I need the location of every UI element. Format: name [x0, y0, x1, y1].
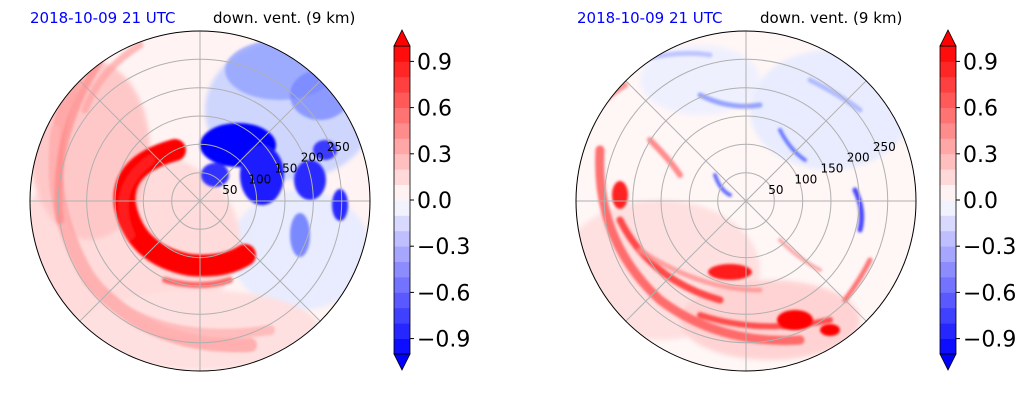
colorbar-1-segment	[394, 277, 410, 293]
colorbar-2-segment	[940, 323, 956, 339]
colorbar-1-segment	[394, 323, 410, 339]
colorbar-2-segment	[940, 230, 956, 247]
panel-1-radial-tick-label: 50	[222, 183, 237, 197]
panel-2-radial-tick-label: 250	[873, 140, 896, 154]
colorbar-1-segment	[394, 292, 410, 309]
panel-1-title: down. vent. (9 km)	[213, 9, 355, 27]
colorbar-1-tick-label: 0.3	[417, 143, 452, 168]
colorbar-2-tick-label: 0.6	[963, 97, 998, 122]
colorbar-1-segment	[394, 230, 410, 247]
colorbar-1-segment	[394, 200, 410, 216]
colorbar-2-segment	[940, 184, 956, 201]
colorbar-1-tick-label: 0.6	[417, 97, 452, 122]
colorbar-2-segment	[940, 246, 956, 262]
colorbar-1-segment	[394, 184, 410, 201]
colorbar-1-segment	[394, 61, 410, 78]
colorbar-2-segment	[940, 277, 956, 293]
colorbar-1-tick-label: 0.9	[417, 50, 452, 75]
colorbar-2-tick-label: −0.3	[963, 235, 1016, 260]
colorbar-2-segment	[940, 215, 956, 232]
colorbar-2-segment	[940, 138, 956, 155]
colorbar-1-tick-label: −0.3	[417, 235, 470, 260]
colorbar-2-segment	[940, 61, 956, 78]
colorbar-1-segment	[394, 261, 410, 278]
colorbar-2-segment	[940, 292, 956, 309]
colorbar-1-segment	[394, 138, 410, 155]
colorbar-1-segment	[394, 215, 410, 232]
panel-2-grid	[576, 31, 916, 371]
panel-1-frame	[29, 30, 371, 372]
colorbar-2-segment	[940, 123, 956, 139]
colorbar-2-segment	[940, 200, 956, 216]
colorbar-1-tick-label: −0.9	[417, 328, 470, 353]
colorbar-2-max-extend	[939, 29, 957, 47]
colorbar-2-tick-label: −0.6	[963, 281, 1016, 306]
panel-1-radial-tick-label: 150	[275, 162, 298, 176]
colorbar-2-tick-label: 0.3	[963, 143, 998, 168]
panel-2-frame	[575, 30, 917, 372]
colorbar-1-segment	[394, 123, 410, 139]
colorbar-1-max-extend	[393, 29, 411, 47]
colorbar-1-segment	[394, 92, 410, 108]
colorbar-2-segment	[940, 107, 956, 124]
panel-2-radial-tick-label: 50	[768, 183, 783, 197]
colorbar-1-segment	[394, 338, 410, 355]
colorbar-1-segment	[394, 107, 410, 124]
panel-2: 2018-10-09 21 UTC down. vent. (9 km)	[575, 9, 1016, 372]
colorbar-1-segment	[394, 153, 410, 170]
panel-1-radial-tick-label: 100	[248, 172, 271, 186]
colorbar-1-tick-label: −0.6	[417, 281, 470, 306]
panel-2-title: down. vent. (9 km)	[760, 9, 902, 27]
panel-2-date-label: 2018-10-09 21 UTC	[577, 9, 723, 27]
colorbar-1-min-extend	[393, 353, 411, 371]
colorbar-2-tick-label: −0.9	[963, 328, 1016, 353]
panel-1-grid	[30, 31, 370, 371]
colorbar-2-tick-label: 0.9	[963, 50, 998, 75]
colorbar-2-segment	[940, 307, 956, 324]
panel-2-plot-area	[576, 31, 916, 371]
colorbar-2-segment	[940, 169, 956, 185]
colorbar-2-segment	[940, 261, 956, 278]
panel-1-date-label: 2018-10-09 21 UTC	[30, 9, 176, 27]
colorbar-2-segment	[940, 153, 956, 170]
colorbar-2-segment	[940, 92, 956, 108]
colorbar-2-segment	[940, 46, 956, 62]
panel-1: 2018-10-09 21 UTC down. vent. (9 km)	[29, 9, 470, 372]
panel-1-radial-tick-label: 250	[327, 140, 350, 154]
colorbar-2-min-extend	[939, 353, 957, 371]
colorbar-1-segment	[394, 307, 410, 324]
panel-2-radial-tick-label: 150	[821, 162, 844, 176]
colorbar-1-tick-label: 0.0	[417, 189, 452, 214]
colorbar-2-segment	[940, 338, 956, 355]
colorbar-1-segment	[394, 169, 410, 185]
panel-1-radial-tick-label: 200	[301, 151, 324, 165]
colorbar-1-segment	[394, 76, 410, 93]
panel-2-radial-tick-label: 200	[847, 151, 870, 165]
colorbar-1: −0.9 −0.6 −0.3 0.0 0.3 0.6 0.9	[393, 29, 470, 371]
colorbar-2: −0.9 −0.6 −0.3 0.0 0.3 0.6 0.9	[939, 29, 1016, 371]
panel-2-radial-tick-label: 100	[794, 172, 817, 186]
colorbar-1-segment	[394, 46, 410, 62]
colorbar-1-segment	[394, 246, 410, 262]
colorbar-2-segment	[940, 76, 956, 93]
colorbar-2-tick-label: 0.0	[963, 189, 998, 214]
